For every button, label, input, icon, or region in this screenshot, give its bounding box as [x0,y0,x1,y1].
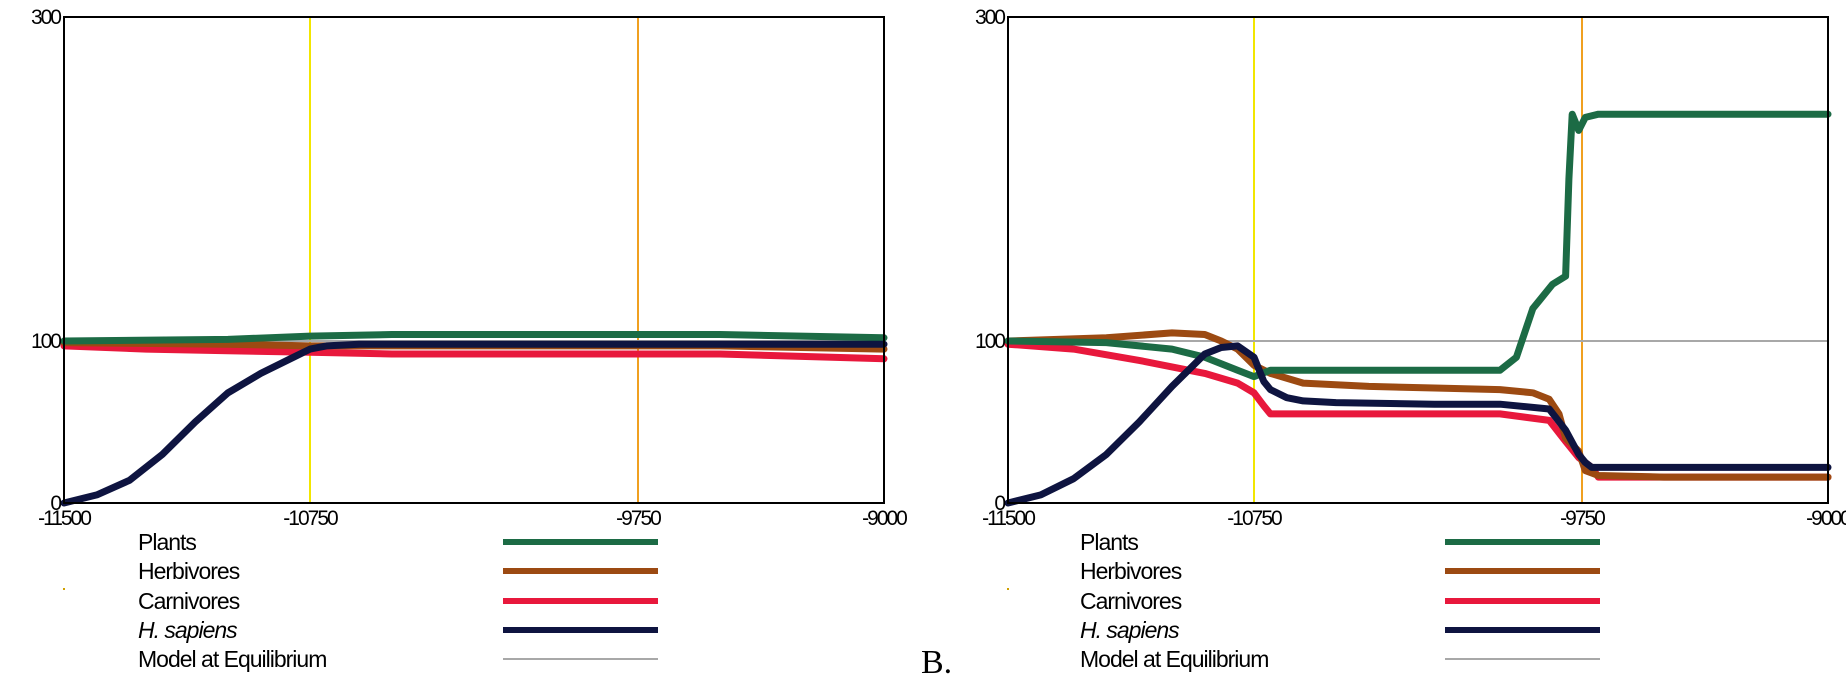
series-line-carnivores [60,342,888,363]
series-line-plants [1004,110,1832,381]
x-tick-label: -9750 [616,507,661,530]
x-tick-label: -9000 [862,507,907,530]
legend-label: Model at Equilibrium [1080,646,1268,672]
legend-marker-dot [1007,588,1009,590]
legend-label: Plants [1080,529,1138,555]
series-line-h-sapiens [1004,342,1832,507]
legend-label: Carnivores [1080,588,1182,614]
plot-frame [63,16,885,504]
series-line-carnivores [1004,340,1832,481]
x-tick-label: -10750 [283,507,338,530]
y-tick-label: 300 [31,6,61,29]
legend-label: H. sapiens [1080,617,1180,643]
legend-label: Herbivores [1080,558,1182,584]
legend-label: Model at Equilibrium [138,646,326,672]
legend-label: Herbivores [138,558,240,584]
series-line-plants [60,331,888,345]
panel-b-letter: B. [921,644,953,681]
y-tick-label: 100 [31,330,61,353]
legend-label: Plants [138,529,196,555]
x-tick-label: -11500 [982,507,1035,530]
legend-label: Carnivores [138,588,240,614]
x-tick-label: -9000 [1806,507,1846,530]
x-tick-label: -9750 [1560,507,1605,530]
series-line-h-sapiens [60,340,888,507]
x-tick-label: -11500 [38,507,91,530]
legend-label: H. sapiens [138,617,238,643]
y-tick-label: 300 [975,6,1005,29]
plot-frame [1007,16,1829,504]
y-tick-label: 100 [975,330,1005,353]
legend-marker-dot [63,588,65,590]
x-tick-label: -10750 [1227,507,1282,530]
